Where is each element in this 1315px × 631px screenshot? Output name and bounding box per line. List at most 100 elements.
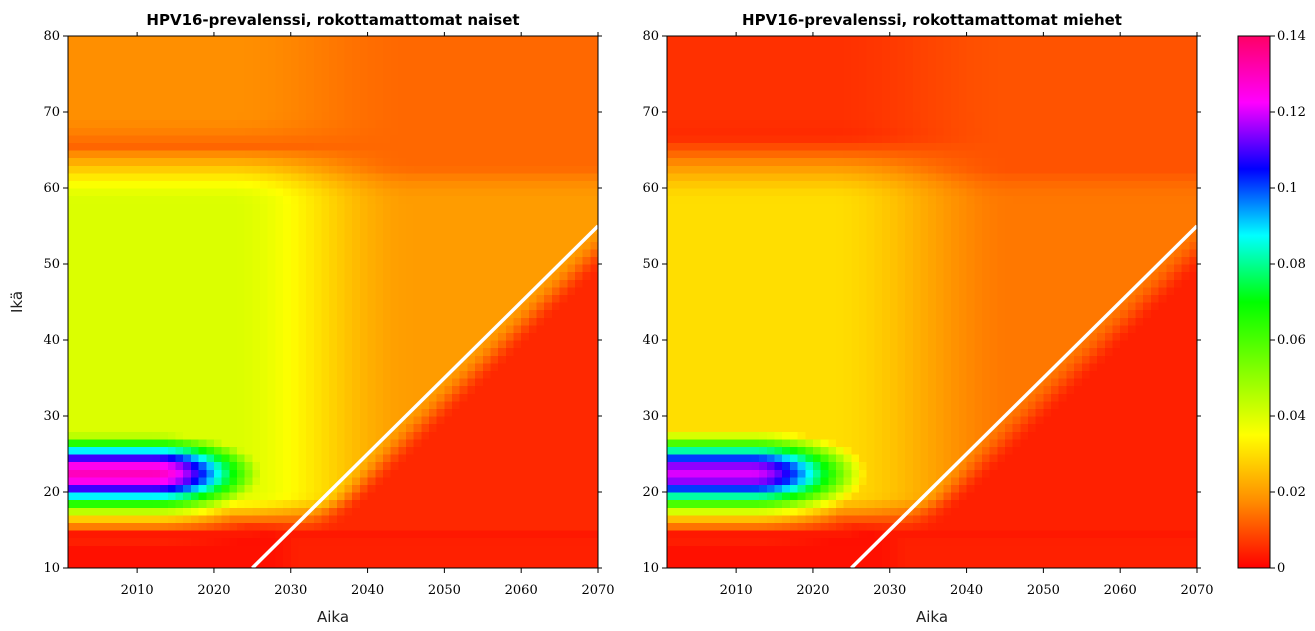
heatmap-cell: [528, 378, 538, 387]
heatmap-cell: [190, 104, 200, 113]
heatmap-cell: [421, 127, 430, 136]
heatmap-cell: [382, 248, 392, 257]
heatmap-cell: [544, 264, 553, 273]
heatmap-cell: [144, 332, 154, 341]
heatmap-cell: [221, 104, 230, 113]
heatmap-cell: [574, 362, 584, 371]
heatmap-cell: [413, 51, 422, 60]
heatmap-cell: [528, 150, 538, 159]
heatmap-cell: [290, 241, 300, 250]
heatmap-cell: [144, 400, 154, 409]
heatmap-cell: [152, 340, 161, 349]
heatmap-cell: [229, 484, 238, 493]
heatmap-cell: [452, 400, 461, 409]
heatmap-cell: [144, 378, 154, 387]
heatmap-cell: [336, 537, 346, 546]
heatmap-cell: [329, 492, 338, 501]
heatmap-cell: [452, 271, 461, 280]
heatmap-cell: [551, 408, 561, 417]
heatmap-cell: [198, 119, 207, 128]
heatmap-cell: [551, 248, 561, 257]
heatmap-cell: [236, 271, 246, 280]
heatmap-cell: [452, 142, 461, 151]
heatmap-cell: [129, 552, 138, 561]
heatmap-cell: [513, 438, 522, 447]
heatmap-cell: [590, 355, 599, 364]
heatmap-cell: [467, 400, 476, 409]
heatmap-cell: [352, 393, 361, 402]
heatmap-cell: [559, 476, 568, 485]
heatmap-cell: [290, 157, 300, 166]
heatmap-cell: [190, 203, 200, 212]
heatmap-cell: [91, 438, 100, 447]
heatmap-cell: [513, 332, 522, 341]
heatmap-cell: [505, 172, 515, 181]
heatmap-cell: [152, 476, 161, 485]
heatmap-cell: [137, 317, 146, 326]
heatmap-cell: [413, 142, 422, 151]
heatmap-cell: [590, 188, 599, 197]
heatmap-cell: [190, 370, 200, 379]
heatmap-cell: [436, 36, 445, 45]
heatmap-cell: [421, 264, 430, 273]
heatmap-cell: [390, 134, 399, 143]
heatmap-cell: [352, 309, 361, 318]
heatmap-cell: [352, 446, 361, 455]
heatmap-cell: [83, 157, 92, 166]
heatmap-cell: [221, 469, 230, 478]
heatmap-cell: [229, 112, 238, 121]
heatmap-cell: [513, 461, 522, 470]
heatmap-cell: [152, 499, 161, 508]
heatmap-cell: [229, 241, 238, 250]
heatmap-cell: [183, 347, 192, 356]
heatmap-cell: [183, 74, 192, 83]
heatmap-cell: [559, 89, 568, 98]
heatmap-cell: [436, 112, 445, 121]
heatmap-cell: [236, 530, 246, 539]
heatmap-cell: [252, 210, 261, 219]
heatmap-cell: [505, 393, 515, 402]
heatmap-cell: [359, 530, 369, 539]
heatmap-cell: [68, 195, 77, 204]
heatmap-cell: [521, 438, 530, 447]
heatmap-cell: [367, 438, 376, 447]
heatmap-cell: [114, 514, 123, 523]
heatmap-cell: [390, 552, 399, 561]
heatmap-cell: [382, 332, 392, 341]
heatmap-cell: [267, 66, 276, 75]
heatmap-cell: [175, 165, 184, 174]
heatmap-cell: [436, 499, 445, 508]
heatmap-cell: [329, 119, 338, 128]
heatmap-cell: [183, 484, 192, 493]
heatmap-cell: [290, 340, 300, 349]
heatmap-cell: [528, 43, 538, 52]
heatmap-cell: [452, 552, 461, 561]
heatmap-cell: [590, 347, 599, 356]
heatmap-cell: [336, 438, 346, 447]
heatmap-cell: [505, 96, 515, 105]
heatmap-cell: [267, 150, 276, 159]
heatmap-cell: [352, 484, 361, 493]
heatmap-cell: [390, 393, 399, 402]
heatmap-cell: [68, 362, 77, 371]
heatmap-cell: [236, 74, 246, 83]
heatmap-cell: [306, 142, 315, 151]
heatmap-cell: [505, 469, 515, 478]
heatmap-cell: [329, 210, 338, 219]
heatmap-cell: [375, 537, 384, 546]
heatmap-cell: [367, 172, 376, 181]
heatmap-cell: [244, 172, 253, 181]
heatmap-cell: [213, 271, 223, 280]
heatmap-cell: [444, 264, 453, 273]
heatmap-cell: [367, 279, 376, 288]
heatmap-cell: [513, 423, 522, 432]
heatmap-cell: [275, 438, 284, 447]
heatmap-cell: [452, 317, 461, 326]
heatmap-cell: [544, 423, 553, 432]
heatmap-cell: [190, 66, 200, 75]
heatmap-cell: [198, 355, 207, 364]
heatmap-cell: [521, 400, 530, 409]
heatmap-cell: [413, 317, 422, 326]
heatmap-cell: [121, 560, 131, 569]
heatmap-cell: [306, 233, 315, 242]
